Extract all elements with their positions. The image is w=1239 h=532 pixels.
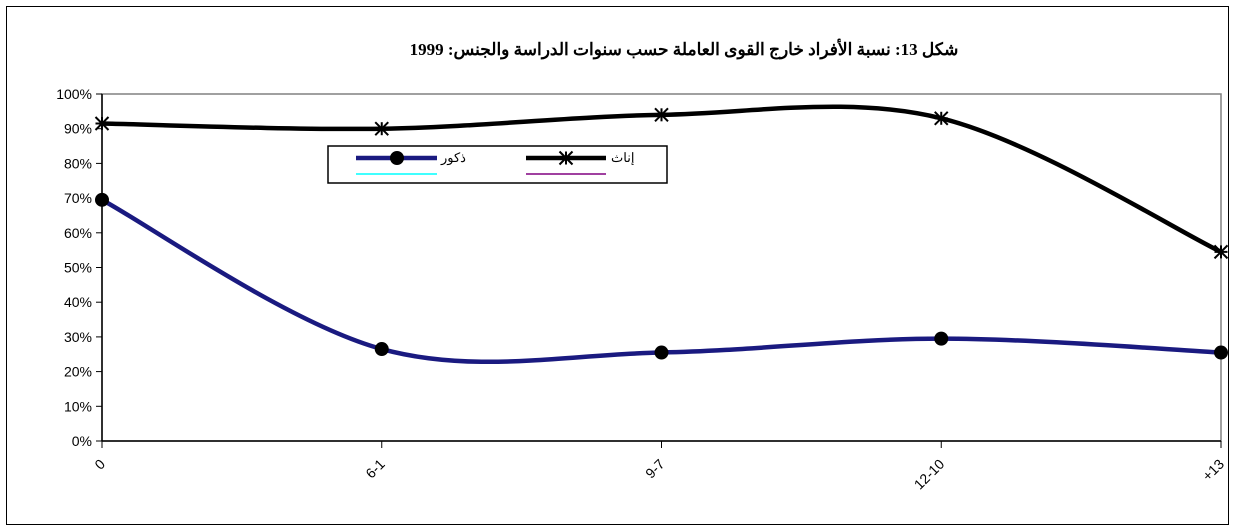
point-marker (390, 151, 404, 165)
legend-label: ذكور (440, 150, 466, 166)
legend-box (327, 145, 668, 184)
y-tick-label: 40% (64, 294, 92, 310)
y-tick-label: 0% (72, 433, 92, 449)
chart-title: شكل 13: نسبة الأفراد خارج القوى العاملة … (410, 38, 959, 60)
y-tick-label: 50% (64, 260, 92, 276)
y-tick-label: 60% (64, 225, 92, 241)
x-tick-label: 12-10 (911, 456, 948, 493)
point-marker (94, 116, 110, 131)
x-tick-label: 9-7 (642, 456, 668, 482)
y-tick-label: 70% (64, 190, 92, 206)
y-tick-label: 90% (64, 121, 92, 137)
point-marker (374, 121, 389, 136)
point-marker (1214, 345, 1228, 360)
legend: ذكور إناث (327, 145, 668, 184)
point-marker (1213, 244, 1229, 260)
series-line (100, 197, 1222, 364)
point-marker (374, 342, 389, 357)
x-tick-label: 0 (91, 456, 108, 473)
y-tick-label: 30% (64, 329, 92, 345)
x-tick-label: +13 (1199, 456, 1227, 484)
point-marker (95, 192, 109, 207)
y-tick-label: 10% (64, 398, 92, 414)
point-marker (558, 150, 574, 166)
y-tick-label: 100% (56, 86, 92, 102)
series-layer (94, 104, 1229, 364)
y-tick-label: 20% (64, 364, 92, 380)
y-tick-label: 80% (64, 155, 92, 171)
point-marker (654, 107, 669, 123)
point-marker (654, 345, 669, 360)
point-marker (934, 111, 949, 126)
point-marker (934, 331, 949, 346)
legend-label: إناث (611, 150, 634, 166)
x-tick-label: 6-1 (362, 456, 388, 482)
